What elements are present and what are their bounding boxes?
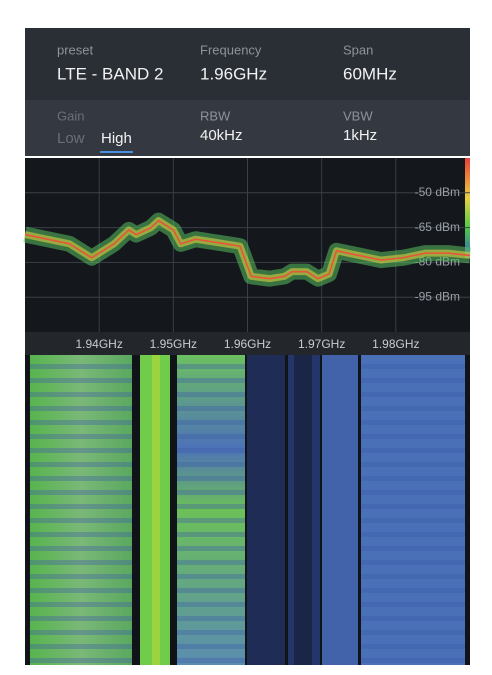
label: RBW xyxy=(200,108,231,123)
label: VBW xyxy=(343,108,373,123)
x-tick-label: 1.96GHz xyxy=(224,337,271,351)
label: Frequency xyxy=(200,42,262,57)
value[interactable]: 1kHz xyxy=(343,127,377,144)
x-tick-label: 1.95GHz xyxy=(150,337,197,351)
selected-indicator xyxy=(100,151,133,153)
gain-option[interactable]: Low xyxy=(57,130,85,147)
label: preset xyxy=(57,42,94,57)
value[interactable]: 60MHz xyxy=(343,64,397,83)
waterfall-band xyxy=(322,355,358,665)
settings-row xyxy=(25,100,470,156)
y-tick-label: -95 dBm xyxy=(415,289,460,303)
y-tick-label: -65 dBm xyxy=(415,220,460,234)
x-axis-band xyxy=(25,332,470,355)
x-tick-label: 1.94GHz xyxy=(75,337,122,351)
waterfall xyxy=(25,355,470,665)
waterfall-band xyxy=(247,355,285,665)
settings-row xyxy=(25,28,470,100)
waterfall-band xyxy=(177,355,245,665)
value[interactable]: 1.96GHz xyxy=(200,64,267,83)
trace xyxy=(24,219,471,280)
waterfall-band xyxy=(361,355,465,665)
x-tick-label: 1.98GHz xyxy=(372,337,419,351)
waterfall-band xyxy=(294,355,312,665)
waterfall-band xyxy=(30,355,132,665)
value[interactable]: LTE - BAND 2 xyxy=(57,64,163,83)
color-scale xyxy=(465,158,470,258)
gain-option[interactable]: High xyxy=(101,130,132,147)
label: Gain xyxy=(57,108,84,123)
waterfall-band xyxy=(152,355,160,665)
x-tick-label: 1.97GHz xyxy=(298,337,345,351)
y-tick-label: -50 dBm xyxy=(415,185,460,199)
value[interactable]: 40kHz xyxy=(200,127,243,144)
label: Span xyxy=(343,42,373,57)
